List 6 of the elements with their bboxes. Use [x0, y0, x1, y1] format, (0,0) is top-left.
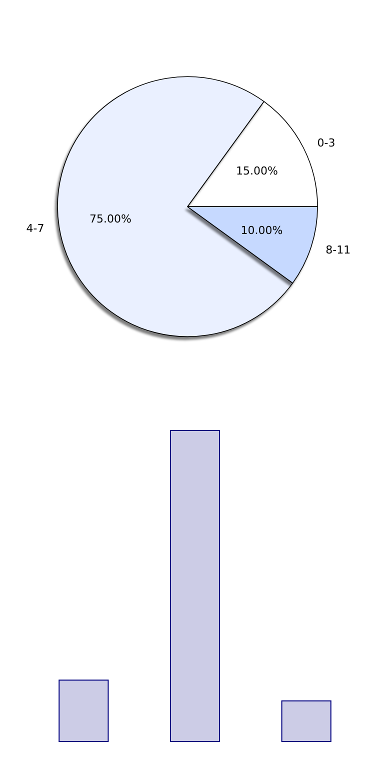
slice-label: 4-7 — [26, 222, 44, 236]
slice-label: 0-3 — [317, 136, 336, 150]
data-label: 15.00% — [236, 164, 278, 178]
slice-label: 8-11 — [326, 243, 351, 256]
data-label: 10.00% — [240, 224, 283, 238]
data-label: 75.00% — [90, 212, 132, 226]
